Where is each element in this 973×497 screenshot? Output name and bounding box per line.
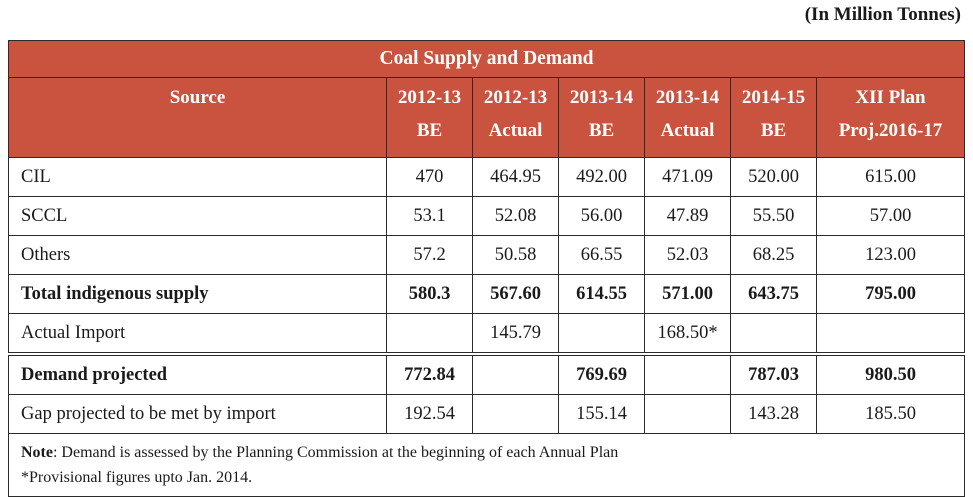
table-row: SCCL 53.1 52.08 56.00 47.89 55.50 57.00 (8, 196, 966, 236)
table-row: Actual Import 145.79 168.50* (8, 313, 966, 355)
table-row: CIL 470 464.95 492.00 471.09 520.00 615.… (8, 157, 966, 197)
table-cell: 614.55 (558, 274, 645, 314)
table-note: Note: Demand is assessed by the Planning… (7, 433, 966, 497)
table-cell (472, 352, 559, 395)
column-header: 2012-13 BE (386, 77, 473, 158)
table-cell: 185.50 (815, 394, 966, 434)
table-cell: 155.14 (558, 394, 645, 434)
table-cell: 643.75 (730, 274, 817, 314)
table-row-demand: Demand projected 772.84 769.69 787.03 98… (8, 352, 966, 395)
row-label: Gap projected to be met by import (8, 394, 387, 434)
table-cell: 123.00 (815, 235, 966, 275)
table-cell: 52.08 (472, 196, 559, 236)
table-cell (644, 352, 731, 395)
table-cell: 53.1 (386, 196, 473, 236)
row-label: Others (8, 235, 387, 275)
table-cell: 571.00 (644, 274, 731, 314)
table-cell (644, 394, 731, 434)
column-header: XII Plan Proj.2016-17 (815, 77, 966, 158)
table-cell: 787.03 (730, 352, 817, 395)
header-row: Source 2012-13 BE 2012-13 Actual 2013-14 BE… (8, 77, 966, 158)
table-cell: 57.2 (386, 235, 473, 275)
row-label: CIL (8, 157, 387, 197)
column-header: 2012-13 Actual (472, 77, 559, 158)
table-cell: 567.60 (472, 274, 559, 314)
table-cell: 145.79 (472, 313, 559, 355)
table-cell: 50.58 (472, 235, 559, 275)
column-header-source: Source (8, 77, 387, 158)
table-cell: 143.28 (730, 394, 817, 434)
note-label: Note (21, 444, 53, 461)
row-label: Actual Import (8, 313, 387, 355)
column-header: 2013-14 Actual (644, 77, 731, 158)
table-cell: 520.00 (730, 157, 817, 197)
table-cell (472, 394, 559, 434)
row-label: Total indigenous supply (8, 274, 387, 314)
column-header: 2014-15 BE (730, 77, 817, 158)
table-cell: 464.95 (472, 157, 559, 197)
table-cell: 68.25 (730, 235, 817, 275)
row-label: Demand projected (8, 352, 387, 395)
row-label: SCCL (8, 196, 387, 236)
table-cell: 52.03 (644, 235, 731, 275)
note-text: : Demand is assessed by the Planning Com… (52, 444, 619, 461)
table-cell: 47.89 (644, 196, 731, 236)
note-row: Note: Demand is assessed by the Planning… (7, 433, 966, 497)
table-cell: 492.00 (558, 157, 645, 197)
table-row-total: Total indigenous supply 580.3 567.60 614… (8, 274, 966, 314)
table-cell (730, 313, 817, 355)
table-row: Gap projected to be met by import 192.54… (8, 394, 966, 434)
table-cell: 192.54 (386, 394, 473, 434)
coal-supply-demand-table: Coal Supply and Demand Source 2012-13 BE … (7, 40, 966, 497)
table-cell (386, 313, 473, 355)
table-cell: 66.55 (558, 235, 645, 275)
table-cell: 795.00 (815, 274, 966, 314)
column-header: 2013-14 BE (558, 77, 645, 158)
table-cell: 168.50* (644, 313, 731, 355)
table-cell: 56.00 (558, 196, 645, 236)
provisional-note: *Provisional figures upto Jan. 2014. (21, 469, 253, 486)
table-cell: 615.00 (815, 157, 966, 197)
table-cell: 769.69 (558, 352, 645, 395)
table-cell: 55.50 (730, 196, 817, 236)
table-cell: 580.3 (386, 274, 473, 314)
table-cell: 772.84 (386, 352, 473, 395)
table-cell (558, 313, 645, 355)
table-cell: 57.00 (815, 196, 966, 236)
table-cell: 471.09 (644, 157, 731, 197)
unit-label: (In Million Tonnes) (804, 4, 961, 25)
table-cell: 470 (386, 157, 473, 197)
table-title: Coal Supply and Demand (7, 40, 966, 78)
table-row: Others 57.2 50.58 66.55 52.03 68.25 123.… (8, 235, 966, 275)
table-cell: 980.50 (815, 352, 966, 395)
table-cell (815, 313, 966, 355)
